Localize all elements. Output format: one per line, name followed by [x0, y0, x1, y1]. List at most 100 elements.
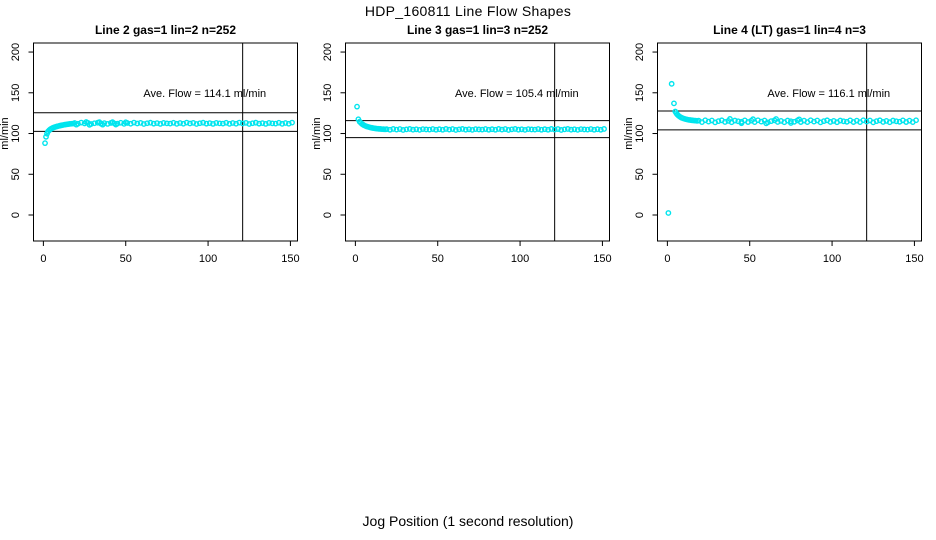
y-axis-tick-label: 0: [10, 212, 22, 218]
data-point: [763, 120, 770, 127]
data-point: [873, 118, 880, 125]
data-point: [416, 126, 423, 133]
data-point: [558, 127, 565, 133]
data-point: [219, 120, 226, 127]
data-point: [591, 126, 598, 133]
data-point: [750, 116, 756, 123]
data-point: [715, 118, 722, 125]
data-point: [229, 120, 236, 126]
data-point: [820, 118, 827, 125]
data-point: [587, 126, 594, 132]
data-point: [561, 126, 568, 133]
y-axis-tick-label: 150: [322, 84, 334, 102]
data-point: [86, 121, 93, 128]
x-axis-tick-label: 100: [511, 253, 529, 265]
panel-title: Line 2 gas=1 lin=2 n=252: [95, 23, 236, 37]
data-point: [203, 120, 210, 127]
data-point: [131, 119, 137, 126]
data-point: [200, 119, 207, 126]
data-point: [518, 126, 525, 133]
x-axis-tick-label: 50: [120, 253, 132, 265]
data-point: [840, 118, 847, 125]
data-point: [880, 119, 887, 125]
data-points: [665, 80, 919, 216]
plot-box: [345, 42, 610, 242]
data-point: [256, 120, 263, 127]
data-point: [466, 126, 472, 133]
data-point: [462, 126, 469, 133]
data-point: [548, 126, 555, 132]
data-point: [722, 119, 728, 125]
data-point: [564, 126, 571, 132]
data-point: [443, 126, 449, 132]
y-axis-tick-label: 0: [322, 212, 334, 218]
data-point: [193, 121, 200, 127]
ave-flow-annotation: Ave. Flow = 105.4 ml/min: [455, 88, 579, 100]
data-point: [134, 120, 141, 127]
data-point: [512, 126, 519, 132]
data-point: [499, 126, 505, 133]
data-point: [167, 120, 174, 127]
data-point: [578, 126, 584, 133]
data-point: [390, 126, 397, 132]
data-point: [436, 126, 443, 133]
y-axis-tick-label: 0: [634, 212, 646, 218]
data-point: [505, 127, 512, 133]
data-point: [459, 126, 466, 132]
data-point: [482, 126, 489, 132]
data-point: [150, 120, 157, 127]
data-point: [893, 118, 900, 125]
y-axis-tick-label: 200: [322, 43, 334, 61]
y-axis-tick-label: 50: [634, 168, 646, 180]
data-point: [426, 126, 433, 133]
data-point: [127, 120, 134, 127]
data-point: [216, 120, 223, 127]
data-point: [243, 119, 249, 126]
data-point: [446, 126, 453, 133]
data-point: [485, 126, 492, 133]
data-point: [83, 119, 90, 125]
data-point: [140, 121, 147, 127]
data-point: [827, 119, 834, 125]
data-point: [269, 120, 276, 127]
data-point: [727, 116, 733, 122]
data-point: [423, 126, 430, 133]
data-point: [574, 126, 581, 133]
data-point: [173, 120, 180, 127]
data-point: [508, 126, 515, 133]
data-point: [528, 126, 535, 133]
data-point: [137, 119, 144, 126]
data-point: [73, 121, 80, 128]
data-point: [262, 121, 269, 127]
y-axis-unit-label: ml/min: [0, 117, 11, 149]
data-point: [147, 119, 154, 126]
data-point: [502, 126, 509, 132]
data-point: [456, 126, 463, 133]
y-axis-tick-label: 100: [322, 124, 334, 142]
data-point: [177, 120, 183, 126]
data-point: [210, 121, 216, 127]
x-axis-tick-label: 0: [40, 253, 46, 265]
data-point: [387, 126, 393, 133]
data-points: [354, 103, 607, 133]
y-axis-unit-label: ml/min: [624, 117, 635, 149]
data-point: [768, 118, 775, 125]
data-point: [285, 120, 292, 127]
data-point: [112, 121, 119, 128]
data-point: [236, 119, 243, 126]
plot-panel-line-4: Line 4 (LT) gas=1 lin=4 n=3 0 50 100 150 0 50 1…: [624, 23, 924, 265]
data-point: [144, 120, 151, 127]
data-point: [266, 120, 272, 126]
data-point: [433, 126, 439, 133]
data-point: [122, 119, 129, 126]
data-point: [531, 126, 538, 133]
y-axis-tick-label: 200: [10, 43, 22, 61]
data-point: [594, 126, 601, 133]
plot-panel-line-3: Line 3 gas=1 lin=3 n=252 0 50 100 150 0 50 100 1…: [312, 23, 612, 265]
data-point: [522, 126, 528, 133]
y-axis-unit-label: ml/min: [312, 117, 323, 149]
data-point: [190, 119, 197, 126]
data-point: [226, 120, 233, 127]
x-axis-tick-label: 0: [664, 253, 670, 265]
